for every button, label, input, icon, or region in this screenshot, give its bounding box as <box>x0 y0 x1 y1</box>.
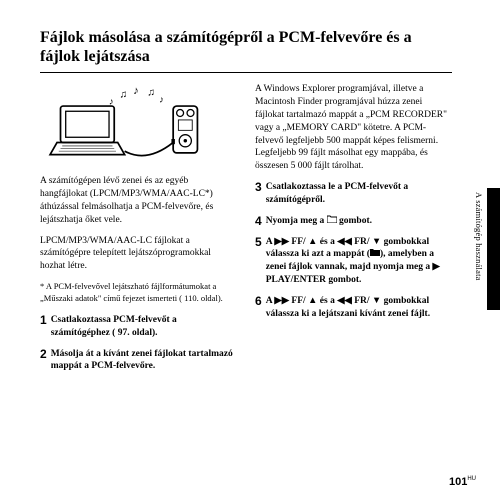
col-left: ♪ ♫ ♪ ♫ ♪ A számítógépen lévő zenei és a… <box>40 83 237 381</box>
step-num-3: 3 <box>255 181 262 207</box>
side-label: A számítógép használata <box>474 192 484 281</box>
s6-mid: FF/ ▲ és a <box>289 296 337 306</box>
step-num-2: 2 <box>40 348 47 374</box>
step-num-1: 1 <box>40 314 47 340</box>
step-3: 3 Csatlakoztassa le a PCM-felvevőt a szá… <box>255 181 452 207</box>
step-num-6: 6 <box>255 295 262 321</box>
col-right: A Windows Explorer programjával, illetve… <box>255 83 452 381</box>
step-2-text: Másolja át a kívánt zenei fájlokat tarta… <box>51 349 233 372</box>
svg-text:♪: ♪ <box>109 98 114 108</box>
step-4: 4 Nyomja meg a gombot. <box>255 215 452 228</box>
right-p1: A Windows Explorer programjával, illetve… <box>255 83 452 173</box>
ff-icon-2: ▶▶ <box>274 295 289 306</box>
folder-icon-2 <box>370 248 380 256</box>
side-tab <box>487 188 500 310</box>
svg-text:♪: ♪ <box>159 96 164 106</box>
svg-text:♪: ♪ <box>133 87 139 97</box>
illustration: ♪ ♫ ♪ ♫ ♪ <box>40 87 237 165</box>
s4-post: gombot. <box>337 216 372 226</box>
step-5: 5 A ▶▶ FF/ ▲ és a ◀◀ FR/ ▼ gombokkal vál… <box>255 236 452 287</box>
step-1: 1 Csatlakoztassa PCM-felvevőt a számítóg… <box>40 314 237 340</box>
folder-icon <box>327 215 337 223</box>
fr-icon: ◀◀ <box>337 236 352 247</box>
step-1-text: Csatlakoztassa PCM-felvevőt a számítógép… <box>51 315 177 338</box>
s5-mid: FF/ ▲ és a <box>289 237 337 247</box>
pagenum-lang: HU <box>467 476 476 482</box>
s5-post: PLAY/ENTER gombot. <box>266 275 362 285</box>
ff-icon: ▶▶ <box>274 236 289 247</box>
page-title: Fájlok másolása a számítógépről a PCM-fe… <box>40 28 452 66</box>
svg-text:♫: ♫ <box>147 88 155 99</box>
step-3-text: Csatlakoztassa le a PCM-felvevőt a számí… <box>266 182 408 205</box>
page-number: 101HU <box>449 476 476 488</box>
svg-text:♫: ♫ <box>119 90 127 101</box>
intro-p1: A számítógépen lévő zenei és az egyéb ha… <box>40 175 237 226</box>
step-6: 6 A ▶▶ FF/ ▲ és a ◀◀ FR/ ▼ gombokkal vál… <box>255 295 452 321</box>
step-2: 2 Másolja át a kívánt zenei fájlokat tar… <box>40 348 237 374</box>
columns: ♪ ♫ ♪ ♫ ♪ A számítógépen lévő zenei és a… <box>40 83 452 381</box>
s4-pre: Nyomja meg a <box>266 216 327 226</box>
intro-p2: LPCM/MP3/WMA/AAC-LC fájlokat a számítógé… <box>40 235 237 273</box>
step-num-4: 4 <box>255 215 262 228</box>
rule-top <box>40 72 452 73</box>
footnote: * A PCM-felvevővel lejátszható fájlformá… <box>40 281 237 304</box>
play-icon: ▶ <box>432 261 439 272</box>
step-num-5: 5 <box>255 236 262 287</box>
pagenum-value: 101 <box>449 476 467 488</box>
fr-icon-2: ◀◀ <box>337 295 352 306</box>
